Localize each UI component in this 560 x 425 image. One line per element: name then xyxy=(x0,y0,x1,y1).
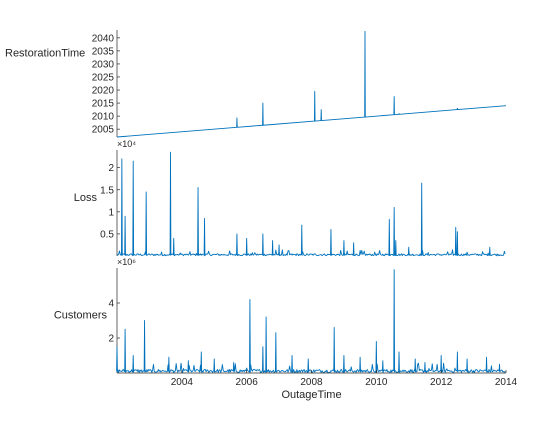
y-exponent-label: ×10⁶ xyxy=(117,257,136,267)
y-tick-label: 2025 xyxy=(92,72,115,83)
y-tick-label: 2030 xyxy=(92,59,115,70)
series-line-1 xyxy=(117,31,506,137)
series-line-3 xyxy=(117,270,506,373)
x-tick-label: 2004 xyxy=(171,377,194,388)
x-tick-label: 2012 xyxy=(430,377,453,388)
x-tick-label: 2014 xyxy=(495,377,518,388)
y-tick-label: 2040 xyxy=(92,33,115,44)
y-tick-label: 2010 xyxy=(92,112,115,123)
y-tick-label: 2020 xyxy=(92,86,115,97)
y-tick-label: 1.5 xyxy=(100,185,114,196)
y-tick-label: 2005 xyxy=(92,125,115,136)
y-tick-label: 2035 xyxy=(92,46,115,57)
x-tick-label: 2010 xyxy=(365,377,388,388)
y-exponent-label: ×10⁴ xyxy=(117,139,136,149)
y-tick-label: 2 xyxy=(108,163,114,174)
y-tick-label: 4 xyxy=(108,299,114,310)
x-tick-label: 2008 xyxy=(300,377,323,388)
y-axis-label: Customers xyxy=(54,310,108,322)
series-line-2 xyxy=(117,152,505,256)
x-axis-label: OutageTime xyxy=(281,389,341,401)
y-axis-label: RestorationTime xyxy=(5,48,85,60)
y-tick-label: 2 xyxy=(108,334,114,345)
y-tick-label: 2015 xyxy=(92,99,115,110)
y-tick-label: 0.5 xyxy=(100,229,114,240)
y-axis-label: Loss xyxy=(74,192,98,204)
x-tick-label: 2006 xyxy=(236,377,259,388)
y-tick-label: 1 xyxy=(108,207,114,218)
